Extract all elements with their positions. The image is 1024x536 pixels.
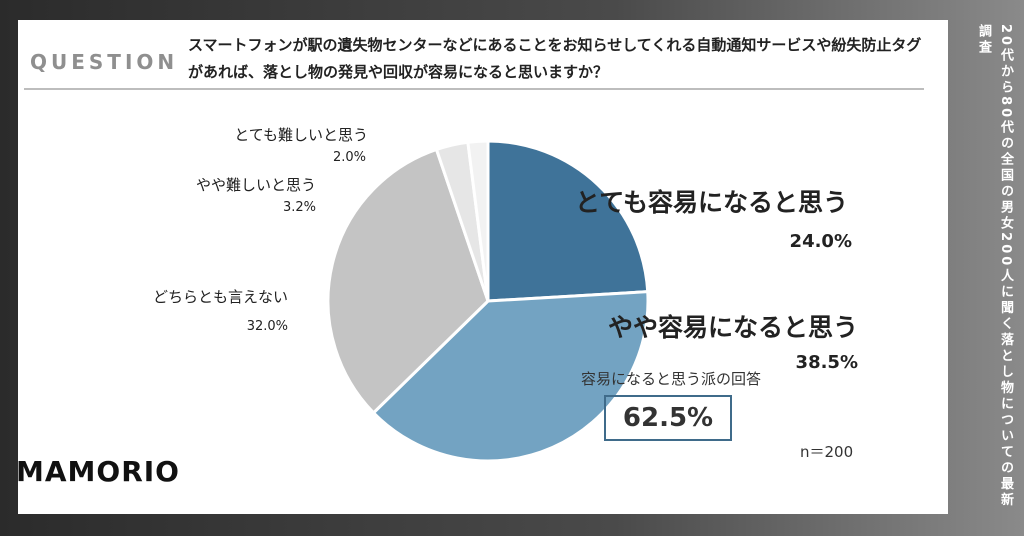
slice-value-very-hard: 2.0% xyxy=(333,150,366,165)
pie-slice-very-easy xyxy=(486,139,650,303)
sample-size: n＝200 xyxy=(800,443,854,461)
slice-label-very-hard: とても難しいと思う xyxy=(234,126,368,144)
summary-value: 62.5% xyxy=(604,395,732,441)
side-title: 20代から80代の全国の男女200人に聞く落とし物についての最新調査 xyxy=(976,24,1013,509)
pie-slice-somewhat-easy xyxy=(371,290,650,463)
summary-label: 容易になると思う派の回答 xyxy=(581,370,762,388)
slice-value-neither: 32.0% xyxy=(247,319,288,334)
slice-label-neither: どちらとも言えない xyxy=(153,288,288,306)
brand-logo: MAMORIO xyxy=(16,455,180,488)
pie-slice-very-hard xyxy=(466,139,490,302)
slice-value-somewhat-hard: 3.2% xyxy=(283,200,316,215)
pie-slice-neither xyxy=(326,147,490,415)
question-text: スマートフォンが駅の遺失物センターなどにあることをお知らせしてくれる自動通知サー… xyxy=(188,36,922,81)
divider xyxy=(24,88,924,90)
slice-value-somewhat-easy: 38.5% xyxy=(796,352,858,373)
slice-label-very-easy: とても容易になると思う xyxy=(575,188,848,217)
slice-label-somewhat-easy: やや容易になると思う xyxy=(608,313,858,342)
slice-value-very-easy: 24.0% xyxy=(790,231,852,252)
slice-label-somewhat-hard: やや難しいと思う xyxy=(196,176,316,194)
question-label: QUESTION xyxy=(30,50,179,74)
